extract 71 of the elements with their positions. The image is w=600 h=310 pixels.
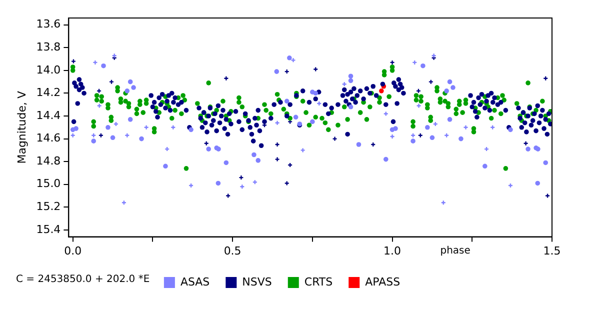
point [379,88,384,94]
point [290,58,296,63]
x-axis-title: phase [440,245,470,256]
point [274,156,280,162]
point [310,119,315,124]
point [284,98,290,104]
point [252,152,256,158]
point [383,156,388,162]
point [224,160,229,166]
point [274,69,280,74]
y-tick-label: 15.2 [36,200,61,214]
y-tick-label: 13.6 [36,18,61,31]
y-tick-label: 14.0 [36,63,61,76]
point [482,164,488,169]
y-tick-label: 15.0 [36,177,61,190]
legend-label: ASAS [180,275,210,288]
point [313,90,318,96]
point [447,79,452,84]
x-tick-label: 0.5 [224,244,242,258]
point [74,126,78,131]
point [535,180,540,186]
x-tick-label: 1.0 [384,244,402,258]
y-tick-label: 14.4 [36,108,61,122]
legend-label: NSVS [242,275,272,288]
point [543,160,548,166]
y-axis-title: Magnitude, V [15,90,28,164]
point [450,85,456,90]
legend-label: CRTS [304,275,333,288]
point [508,127,513,132]
point [420,63,426,68]
point [300,148,306,153]
y-tick-label: 13.8 [36,40,61,54]
point [416,103,422,108]
point [163,164,168,169]
point [526,146,530,152]
point [393,126,398,131]
point [131,85,136,90]
point [91,138,96,144]
point [188,127,194,132]
point [356,142,362,147]
y-tick-label: 14.6 [36,132,61,145]
y-tick-label: 15.4 [36,222,61,236]
point [101,63,106,68]
point [348,78,354,84]
point [139,136,144,142]
point [110,135,116,140]
point [430,135,435,140]
legend-label: APASS [365,275,400,288]
y-tick-label: 14.8 [36,154,61,168]
point [287,55,292,60]
point [256,158,261,163]
point [410,138,416,144]
point [447,117,452,122]
point [444,88,449,94]
point [332,136,338,142]
point [124,88,130,94]
point [274,120,280,126]
x-tick-label: 1.5 [543,244,561,258]
point [128,117,133,122]
point [348,104,354,110]
point [348,74,354,79]
text: C = 2453850.0 + 202.0 *E [16,274,150,286]
point [425,125,430,130]
y-tick-label: 14.2 [36,86,61,100]
x-tick-label: 0.0 [64,244,82,258]
point [216,180,221,186]
point [106,125,110,130]
point [206,146,212,152]
point [293,114,298,120]
point [128,79,133,84]
point [458,136,464,142]
